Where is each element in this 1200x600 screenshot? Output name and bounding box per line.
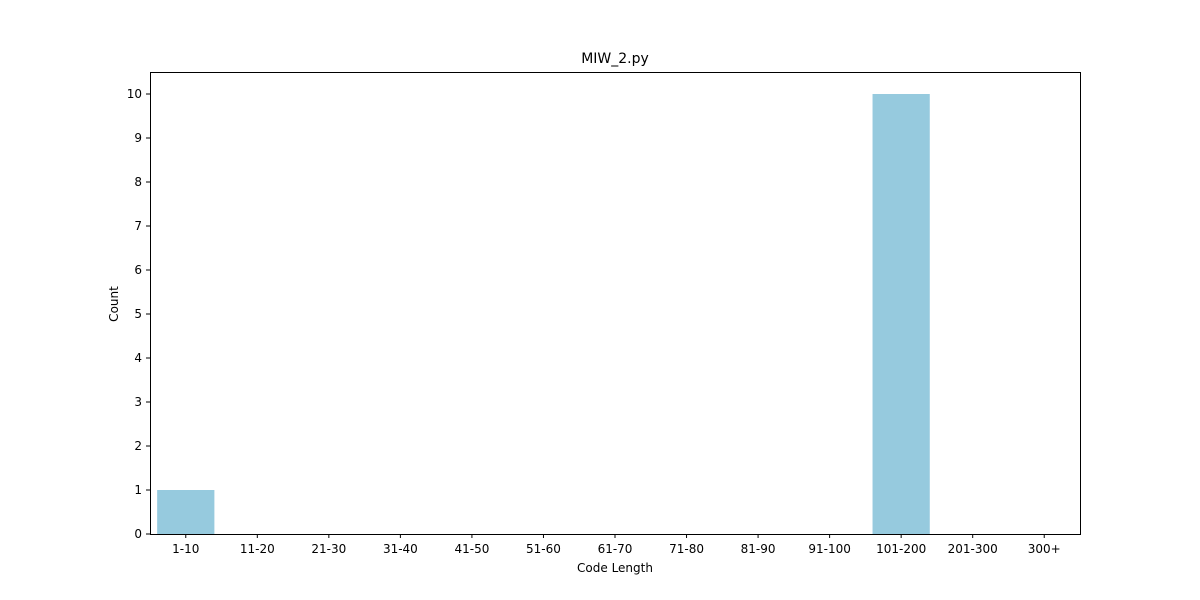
x-tick-label: 61-70: [598, 542, 633, 556]
plot-frame: [150, 72, 1081, 535]
y-tick-label: 3: [134, 395, 142, 409]
x-tick-label: 11-20: [240, 542, 275, 556]
y-tick-label: 1: [134, 483, 142, 497]
x-tick-label: 81-90: [741, 542, 776, 556]
y-tick-label: 6: [134, 263, 142, 277]
bar-101-200: [872, 94, 930, 534]
y-tick-label: 0: [134, 527, 142, 541]
y-tick-label: 4: [134, 351, 142, 365]
x-tick-label: 41-50: [454, 542, 489, 556]
x-axis: 1-10 11-20 21-30 31-40 41-50 51-60 61-70 71-80 8…: [172, 534, 1061, 556]
x-tick-label: 51-60: [526, 542, 561, 556]
y-tick-label: 5: [134, 307, 142, 321]
x-tick-label: 300+: [1028, 542, 1061, 556]
x-tick-label: 71-80: [669, 542, 704, 556]
bar-1-10: [157, 490, 215, 534]
y-tick-label: 10: [127, 87, 142, 101]
y-axis-label: Count: [107, 286, 121, 322]
y-tick-label: 9: [134, 131, 142, 145]
y-tick-label: 8: [134, 175, 142, 189]
x-tick-label: 91-100: [808, 542, 851, 556]
x-tick-label: 1-10: [172, 542, 199, 556]
y-axis: 0 1 2 3 4 5 6 7 8 9 10: [127, 87, 150, 541]
y-tick-label: 7: [134, 219, 142, 233]
x-tick-label: 31-40: [383, 542, 418, 556]
x-tick-label: 101-200: [876, 542, 926, 556]
x-axis-label: Code Length: [577, 561, 653, 575]
chart-title: MIW_2.py: [581, 51, 649, 67]
x-tick-label: 21-30: [311, 542, 346, 556]
y-tick-label: 2: [134, 439, 142, 453]
x-tick-label: 201-300: [948, 542, 998, 556]
bars-layer: [157, 94, 930, 534]
